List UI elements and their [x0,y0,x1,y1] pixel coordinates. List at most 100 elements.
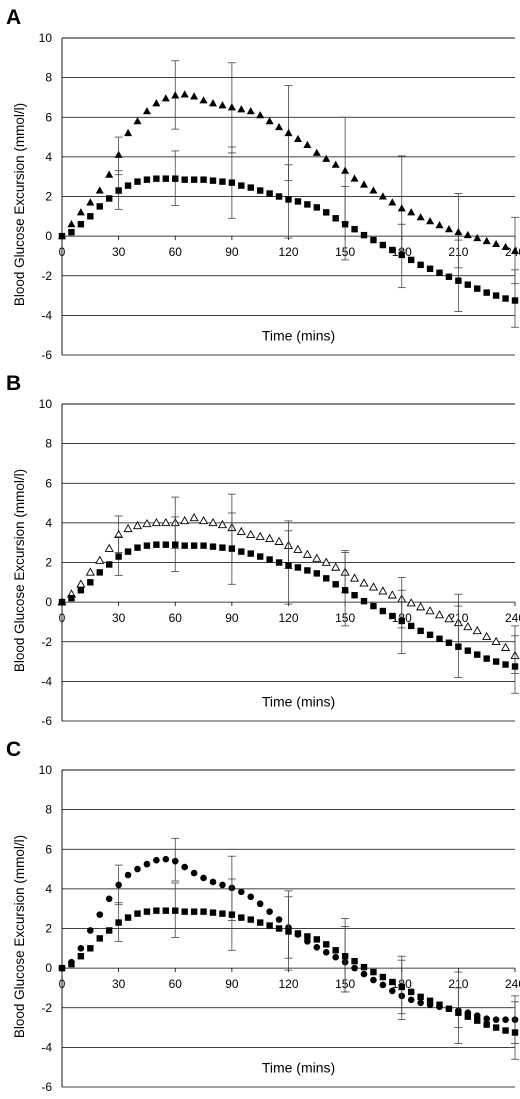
data-point [115,553,122,560]
data-point [237,105,246,113]
data-point [247,916,254,923]
data-point [341,166,350,174]
data-point [464,647,472,654]
data-point [341,221,349,228]
data-point [378,586,388,595]
data-point [77,945,85,952]
y-tick-label: 2 [45,556,52,570]
data-point [153,856,160,864]
data-point [247,893,255,901]
data-point [96,569,103,576]
data-point [511,1029,519,1036]
data-point [474,1017,481,1024]
data-point [77,221,85,228]
data-point [134,910,141,917]
chart-panel-a: A-6-4-202468100306090120150180210240Time… [0,0,520,366]
data-point [406,598,416,607]
data-point [321,557,331,566]
data-point [360,231,368,239]
y-tick-label: 4 [45,150,52,164]
data-point [502,295,509,302]
data-point [266,190,273,197]
data-point [370,976,377,984]
data-point [360,597,368,605]
data-point [124,548,132,555]
data-point [502,1027,509,1034]
data-point [219,881,226,889]
data-point [368,582,379,591]
data-point [209,177,217,184]
x-tick-label: 30 [112,977,126,991]
data-point [351,225,358,233]
x-tick-label: 0 [59,611,66,625]
data-point [407,622,415,630]
data-point [285,196,292,203]
panel-label-a: A [6,6,21,29]
data-point [95,186,104,194]
data-point [181,863,188,871]
data-point [256,111,265,119]
data-point [323,575,330,582]
data-point [200,908,207,915]
data-point [96,935,103,942]
data-point [275,122,284,131]
data-point [219,910,226,917]
y-axis-title: Blood Glucose Excursion (mmol/l) [12,103,27,306]
data-point [511,246,519,254]
data-point [379,241,387,249]
data-point [96,203,103,210]
data-point [313,936,321,943]
data-point [143,542,151,549]
data-point [255,531,265,540]
data-point [115,919,122,926]
data-point [370,602,377,610]
data-point [464,1013,472,1020]
data-point [303,140,312,148]
data-point [474,285,481,292]
data-point [153,175,160,182]
y-tick-label: 6 [45,842,52,856]
data-point [275,916,283,923]
data-point [389,612,396,620]
y-tick-label: -2 [41,269,52,283]
data-point [114,150,123,158]
data-point [171,91,180,99]
data-point [236,526,246,536]
data-point [369,186,378,194]
y-tick-label: -2 [41,635,52,649]
data-point [143,908,151,915]
data-point [389,978,396,986]
x-tick-label: 90 [225,611,239,625]
series-b-1 [57,493,520,674]
data-point [142,107,151,115]
data-point [172,175,179,182]
data-point [492,292,500,299]
data-point [379,981,387,989]
data-point [162,855,170,863]
data-point [190,92,199,100]
y-tick-label: 6 [45,476,52,490]
panel-label-b: B [6,372,21,395]
data-point [58,598,66,606]
data-point [407,996,415,1004]
data-point [219,544,226,551]
data-point [350,174,359,182]
data-point [58,964,66,972]
data-point [265,533,275,542]
data-point [387,590,397,599]
chart-panel-c: C-6-4-202468100306090120150180210240Time… [0,732,520,1099]
data-point [200,542,207,549]
data-point [416,602,426,611]
data-point [256,919,264,926]
data-point [172,541,179,548]
data-point [181,908,188,915]
data-point [67,220,76,228]
data-point [407,988,415,996]
data-point [181,542,188,549]
data-point [96,911,104,918]
data-point [162,907,170,914]
series-b-2 [58,512,519,694]
data-point [436,1001,443,1008]
data-point [436,269,443,276]
data-point [445,273,453,280]
